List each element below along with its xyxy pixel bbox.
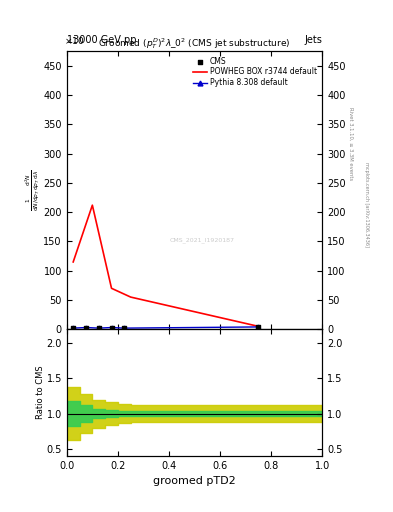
Text: mcplots.cern.ch [arXiv:1306.3436]: mcplots.cern.ch [arXiv:1306.3436] [364, 162, 369, 247]
POWHEG BOX r3744 default [109, 285, 114, 291]
Pythia 8.308 default [96, 325, 101, 331]
Y-axis label: $\frac{1}{\mathrm{d}N/\mathrm{d}p_T} \frac{\mathrm{d}^2N}{\mathrm{d}p_T\,\mathrm: $\frac{1}{\mathrm{d}N/\mathrm{d}p_T} \fr… [24, 169, 42, 211]
POWHEG BOX r3744 default [71, 259, 75, 265]
POWHEG BOX r3744 default [90, 202, 95, 208]
POWHEG BOX r3744 default [256, 323, 261, 329]
Y-axis label: Ratio to CMS: Ratio to CMS [36, 366, 45, 419]
CMS [108, 324, 115, 332]
Text: Jets: Jets [305, 35, 322, 45]
CMS [70, 324, 76, 332]
Text: 13000 GeV pp: 13000 GeV pp [67, 35, 136, 45]
Text: Rivet 3.1.10, ≥ 3.3M events: Rivet 3.1.10, ≥ 3.3M events [348, 106, 353, 180]
Pythia 8.308 default [122, 325, 127, 331]
CMS [255, 323, 262, 331]
CMS [95, 324, 102, 332]
Line: Pythia 8.308 default: Pythia 8.308 default [71, 325, 261, 331]
X-axis label: groomed pTD2: groomed pTD2 [153, 476, 236, 486]
Pythia 8.308 default [71, 325, 75, 331]
Pythia 8.308 default [84, 325, 88, 331]
CMS [121, 324, 127, 332]
Legend: CMS, POWHEG BOX r3744 default, Pythia 8.308 default: CMS, POWHEG BOX r3744 default, Pythia 8.… [191, 55, 318, 89]
Pythia 8.308 default [256, 324, 261, 330]
Text: $\times$10: $\times$10 [64, 35, 84, 46]
Title: Groomed $(p_T^D)^2\lambda\_0^2$ (CMS jet substructure): Groomed $(p_T^D)^2\lambda\_0^2$ (CMS jet… [98, 36, 291, 51]
Pythia 8.308 default [109, 325, 114, 331]
Text: CMS_2021_I1920187: CMS_2021_I1920187 [170, 238, 235, 243]
Line: POWHEG BOX r3744 default: POWHEG BOX r3744 default [73, 205, 259, 326]
CMS [83, 324, 89, 332]
POWHEG BOX r3744 default [129, 294, 133, 300]
